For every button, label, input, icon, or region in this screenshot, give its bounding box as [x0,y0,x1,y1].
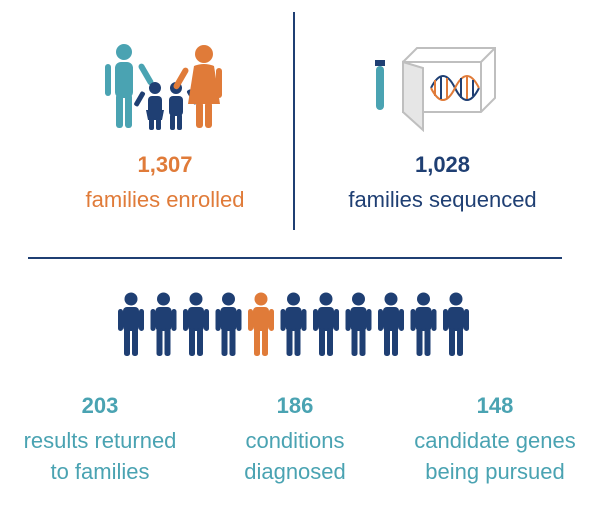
test-tube-icon [375,60,385,110]
stat-families-sequenced: 1,028 families sequenced [305,152,580,215]
stat-families-enrolled: 1,307 families enrolled [40,152,290,215]
person-icon [280,292,307,356]
people-row-icon [118,292,469,356]
person-icon [378,292,404,356]
person-icon-highlighted [248,292,274,356]
person-icon [215,292,242,356]
enrolled-label: families enrolled [85,187,245,212]
person-icon [183,292,209,356]
genes-label-line1: candidate genes [414,428,576,453]
person-icon [150,292,177,356]
person-icon [443,292,469,356]
vertical-divider [293,12,295,230]
results-value: 203 [81,393,119,418]
stat-results-returned: 203 results returned to families [0,393,200,487]
stat-candidate-genes: 148 candidate genes being pursued [390,393,600,487]
horizontal-divider [28,257,562,259]
stat-conditions-diagnosed: 186 conditions diagnosed [200,393,390,487]
person-icon [410,292,437,356]
sequenced-label: families sequenced [348,187,537,212]
genes-value: 148 [476,393,514,418]
conditions-label-line2: diagnosed [244,459,346,484]
results-label-line2: to families [50,459,150,484]
conditions-value: 186 [276,393,314,418]
results-label-line1: results returned [23,428,177,453]
person-icon [345,292,372,356]
conditions-label-line1: conditions [245,428,345,453]
person-icon [313,292,339,356]
genes-label-line2: being pursued [425,459,565,484]
family-icon [105,44,222,130]
sequenced-value: 1,028 [414,152,471,177]
enrolled-value: 1,307 [137,152,193,177]
sequencing-icon [375,47,496,132]
person-icon [118,292,144,356]
